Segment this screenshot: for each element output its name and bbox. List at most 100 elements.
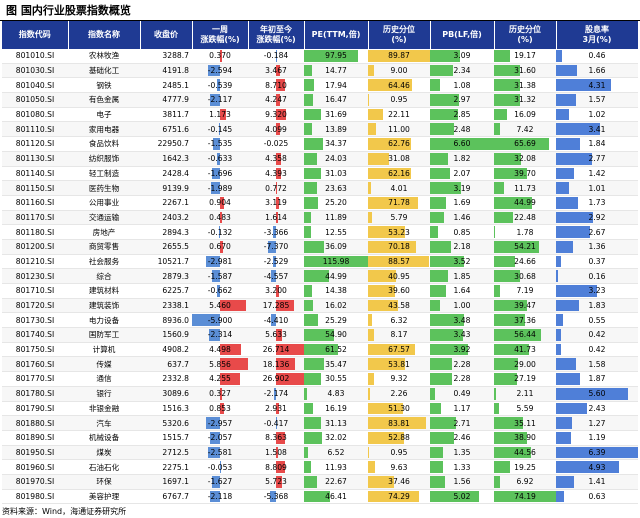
table-cell: 6.52	[304, 445, 368, 461]
column-header: PB(LF,倍)	[430, 21, 495, 49]
table-cell: 9.63	[368, 459, 430, 475]
table-cell: 0.46	[556, 49, 638, 64]
table-cell: 801170.SI	[2, 210, 68, 226]
table-cell: 37.46	[368, 474, 430, 490]
table-cell: 34.37	[304, 136, 368, 152]
table-cell: 19.25	[494, 459, 556, 475]
table-cell: 2655.5	[140, 239, 192, 255]
table-cell: 9139.9	[140, 180, 192, 196]
table-cell: -1.535	[192, 136, 248, 152]
table-cell: 2.85	[430, 107, 494, 123]
table-cell: 4.358	[248, 151, 304, 167]
table-cell: 1.58	[556, 356, 638, 373]
table-cell: 801780.SI	[2, 386, 68, 402]
table-cell: 1.01	[556, 180, 638, 196]
table-cell: -0.145	[192, 121, 248, 138]
table-cell: 3.119	[248, 195, 304, 211]
table-cell: 801970.SI	[2, 474, 68, 490]
table-cell: 22.67	[304, 474, 368, 490]
table-cell: 2.67	[556, 224, 638, 240]
table-cell: 3.23	[556, 283, 638, 299]
table-cell: 2.26	[368, 386, 430, 402]
table-cell: 非银金融	[68, 401, 140, 417]
table-cell: -4.557	[248, 268, 304, 284]
table-title: 图 国内行业股票指数概览	[0, 0, 640, 21]
table-cell: 9.320	[248, 107, 304, 123]
table-cell: 2.77	[556, 151, 638, 167]
table-cell: 5.633	[248, 327, 304, 343]
table-cell: 1.42	[556, 166, 638, 182]
table-cell: 4.255	[192, 371, 248, 387]
table-cell: 39.47	[494, 298, 556, 314]
table-cell: 0.42	[556, 327, 638, 343]
table-cell: 4191.8	[140, 63, 192, 79]
table-cell: 2338.1	[140, 298, 192, 314]
table-cell: 801120.SI	[2, 136, 68, 152]
table-cell: 11.89	[304, 210, 368, 226]
table-cell: 3.92	[430, 342, 494, 358]
table-cell: 12.55	[304, 224, 368, 240]
table-cell: 3.09	[430, 49, 494, 64]
table-cell: 44.99	[494, 195, 556, 211]
table-cell: 基础化工	[68, 63, 140, 79]
table-row: 801110.SI 家用电器 6751.6 -0.145 4.099 13.89 11.00…	[2, 121, 638, 138]
table-cell: -2.594	[192, 63, 248, 79]
table-cell: 801050.SI	[2, 92, 68, 108]
table-cell: -1.989	[192, 180, 248, 196]
table-cell: 70.18	[368, 239, 430, 255]
table-cell: 机械设备	[68, 430, 140, 446]
table-cell: 汽车	[68, 415, 140, 431]
table-cell: 65.69	[494, 136, 556, 152]
table-cell: 综合	[68, 268, 140, 284]
table-cell: 0.327	[192, 386, 248, 402]
table-cell: 轻工制造	[68, 166, 140, 182]
table-cell: 银行	[68, 386, 140, 402]
table-cell: 1.84	[556, 136, 638, 152]
table-cell: 2275.1	[140, 459, 192, 475]
table-cell: 29.00	[494, 356, 556, 373]
table-cell: 1560.9	[140, 327, 192, 343]
table-cell: 3.48	[430, 312, 494, 329]
column-header: 收盘价	[140, 21, 193, 49]
table-cell: 26.714	[248, 342, 304, 358]
table-row: 801740.SI 国防军工 1560.9 -2.314 5.633 54.90 8.17 3…	[2, 327, 638, 343]
table-cell: 公用事业	[68, 195, 140, 211]
table-cell: 32.08	[494, 151, 556, 167]
table-cell: 71.78	[368, 195, 430, 211]
table-cell: 801720.SI	[2, 298, 68, 314]
table-cell: 22.11	[368, 107, 430, 123]
table-cell: 1.35	[430, 445, 494, 461]
table-cell: 62.76	[368, 136, 430, 152]
table-cell: 53.81	[368, 356, 430, 373]
table-cell: 1.02	[556, 107, 638, 123]
table-cell: 39.60	[368, 283, 430, 299]
industry-table: 指数代码 指数名称 收盘价 一周 涨跌幅(%) 年初至今 涨跌幅(%) PE(TTM,倍) 历史…	[2, 21, 639, 505]
table-row: 801750.SI 计算机 4908.2 4.498 26.714 61.52 67.57 3…	[2, 342, 638, 358]
table-cell: 31.08	[368, 151, 430, 167]
table-cell: 11.93	[304, 459, 368, 475]
table-cell: 16.02	[304, 298, 368, 314]
table-cell: 交通运输	[68, 210, 140, 226]
table-cell: 2.46	[430, 430, 494, 446]
table-cell: 4908.2	[140, 342, 192, 358]
table-cell: -0.053	[192, 459, 248, 475]
table-row: 801790.SI 非银金融 1516.3 0.853 2.931 16.19 51.30 1…	[2, 401, 638, 417]
table-cell: 石油石化	[68, 459, 140, 475]
table-cell: 国防军工	[68, 327, 140, 343]
table-cell: 35.47	[304, 356, 368, 373]
table-cell: 6.39	[556, 445, 638, 461]
table-cell: 2894.3	[140, 224, 192, 240]
table-cell: 801200.SI	[2, 239, 68, 255]
table-cell: 2.28	[430, 371, 494, 387]
table-cell: 1642.3	[140, 151, 192, 167]
table-cell: -2.057	[192, 430, 248, 446]
table-cell: 6.60	[430, 136, 494, 152]
table-cell: 1.64	[430, 283, 494, 299]
table-cell: 31.38	[494, 77, 556, 94]
table-cell: 1.36	[556, 239, 638, 255]
table-cell: 31.32	[494, 92, 556, 108]
table-cell: 16.19	[304, 401, 368, 417]
table-cell: 1.17	[430, 401, 494, 417]
table-row: 801970.SI 环保 1697.1 -1.627 5.723 22.67 37.46 1.…	[2, 474, 638, 490]
table-cell: 3089.6	[140, 386, 192, 402]
